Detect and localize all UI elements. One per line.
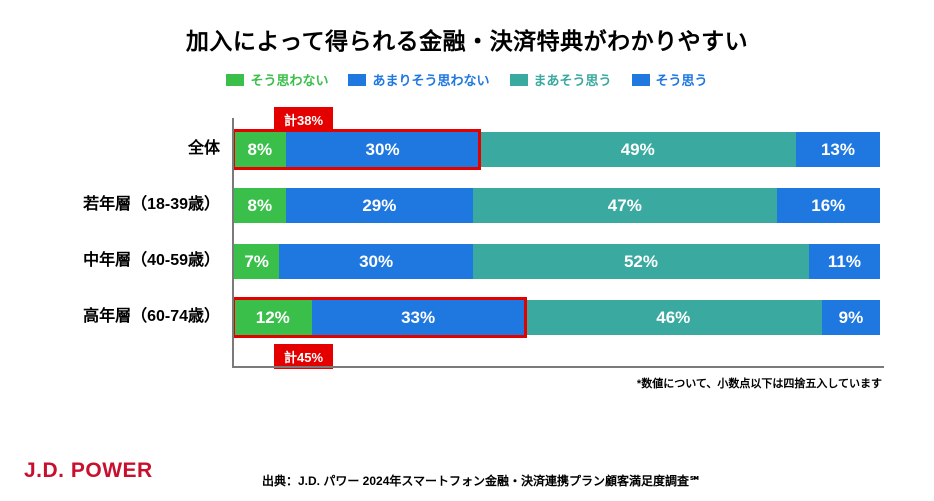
legend-label: そう思わない [250, 70, 328, 89]
bar-segment: 29% [286, 188, 473, 223]
footnote-text: *数値について、小数点以下は四捨五入しています [637, 375, 882, 391]
callout-badge: 計38% [274, 107, 333, 132]
bar-segment: 47% [473, 188, 777, 223]
legend-label: そう思う [656, 70, 708, 89]
legend-item: そう思わない [226, 70, 328, 89]
legend-label: まあそう思う [534, 70, 612, 89]
stacked-bar: 8%29%47%16% [234, 188, 880, 223]
legend: そう思わない あまりそう思わない まあそう思う そう思う [0, 70, 934, 89]
stacked-bar: 12%33%46%9% [234, 300, 880, 335]
legend-swatch [632, 74, 650, 86]
bar-segment: 11% [809, 244, 880, 279]
row-label: 若年層（18-39歳） [0, 184, 226, 226]
chart-title: 加入によって得られる金融・決済特典がわかりやすい [0, 0, 934, 56]
bar-segment: 46% [525, 300, 822, 335]
bars-area: 全体8%30%49%13%若年層（18-39歳）8%29%47%16%中年層（4… [0, 128, 934, 352]
chart-row: 全体8%30%49%13% [0, 128, 934, 170]
bar-segment: 16% [777, 188, 880, 223]
chart-container: 加入によって得られる金融・決済特典がわかりやすい そう思わない あまりそう思わない… [0, 0, 934, 501]
x-axis-line [232, 366, 884, 368]
legend-item: あまりそう思わない [348, 70, 489, 89]
bar-segment: 7% [234, 244, 279, 279]
legend-item: まあそう思う [510, 70, 612, 89]
bar-segment: 30% [286, 132, 480, 167]
bar-segment: 9% [822, 300, 880, 335]
y-axis-line [232, 118, 234, 366]
chart-row: 若年層（18-39歳）8%29%47%16% [0, 184, 934, 226]
legend-item: そう思う [632, 70, 708, 89]
bar-segment: 49% [479, 132, 796, 167]
row-label: 高年層（60-74歳） [0, 296, 226, 338]
row-label: 全体 [0, 128, 226, 170]
bar-segment: 52% [473, 244, 809, 279]
row-label: 中年層（40-59歳） [0, 240, 226, 282]
chart-row: 高年層（60-74歳）12%33%46%9% [0, 296, 934, 338]
bar-segment: 12% [234, 300, 312, 335]
bar-segment: 8% [234, 132, 286, 167]
chart-row: 中年層（40-59歳）7%30%52%11% [0, 240, 934, 282]
legend-swatch [510, 74, 528, 86]
bar-segment: 13% [796, 132, 880, 167]
bar-segment: 30% [279, 244, 473, 279]
bar-segment: 33% [312, 300, 525, 335]
legend-swatch [348, 74, 366, 86]
brand-logo: J.D. POWER [24, 459, 153, 483]
source-text: 出典：J.D. パワー 2024年スマートフォン金融・決済連携プラン顧客満足度調… [262, 472, 701, 489]
legend-label: あまりそう思わない [372, 70, 489, 89]
bar-segment: 8% [234, 188, 286, 223]
stacked-bar: 7%30%52%11% [234, 244, 880, 279]
legend-swatch [226, 74, 244, 86]
stacked-bar: 8%30%49%13% [234, 132, 880, 167]
